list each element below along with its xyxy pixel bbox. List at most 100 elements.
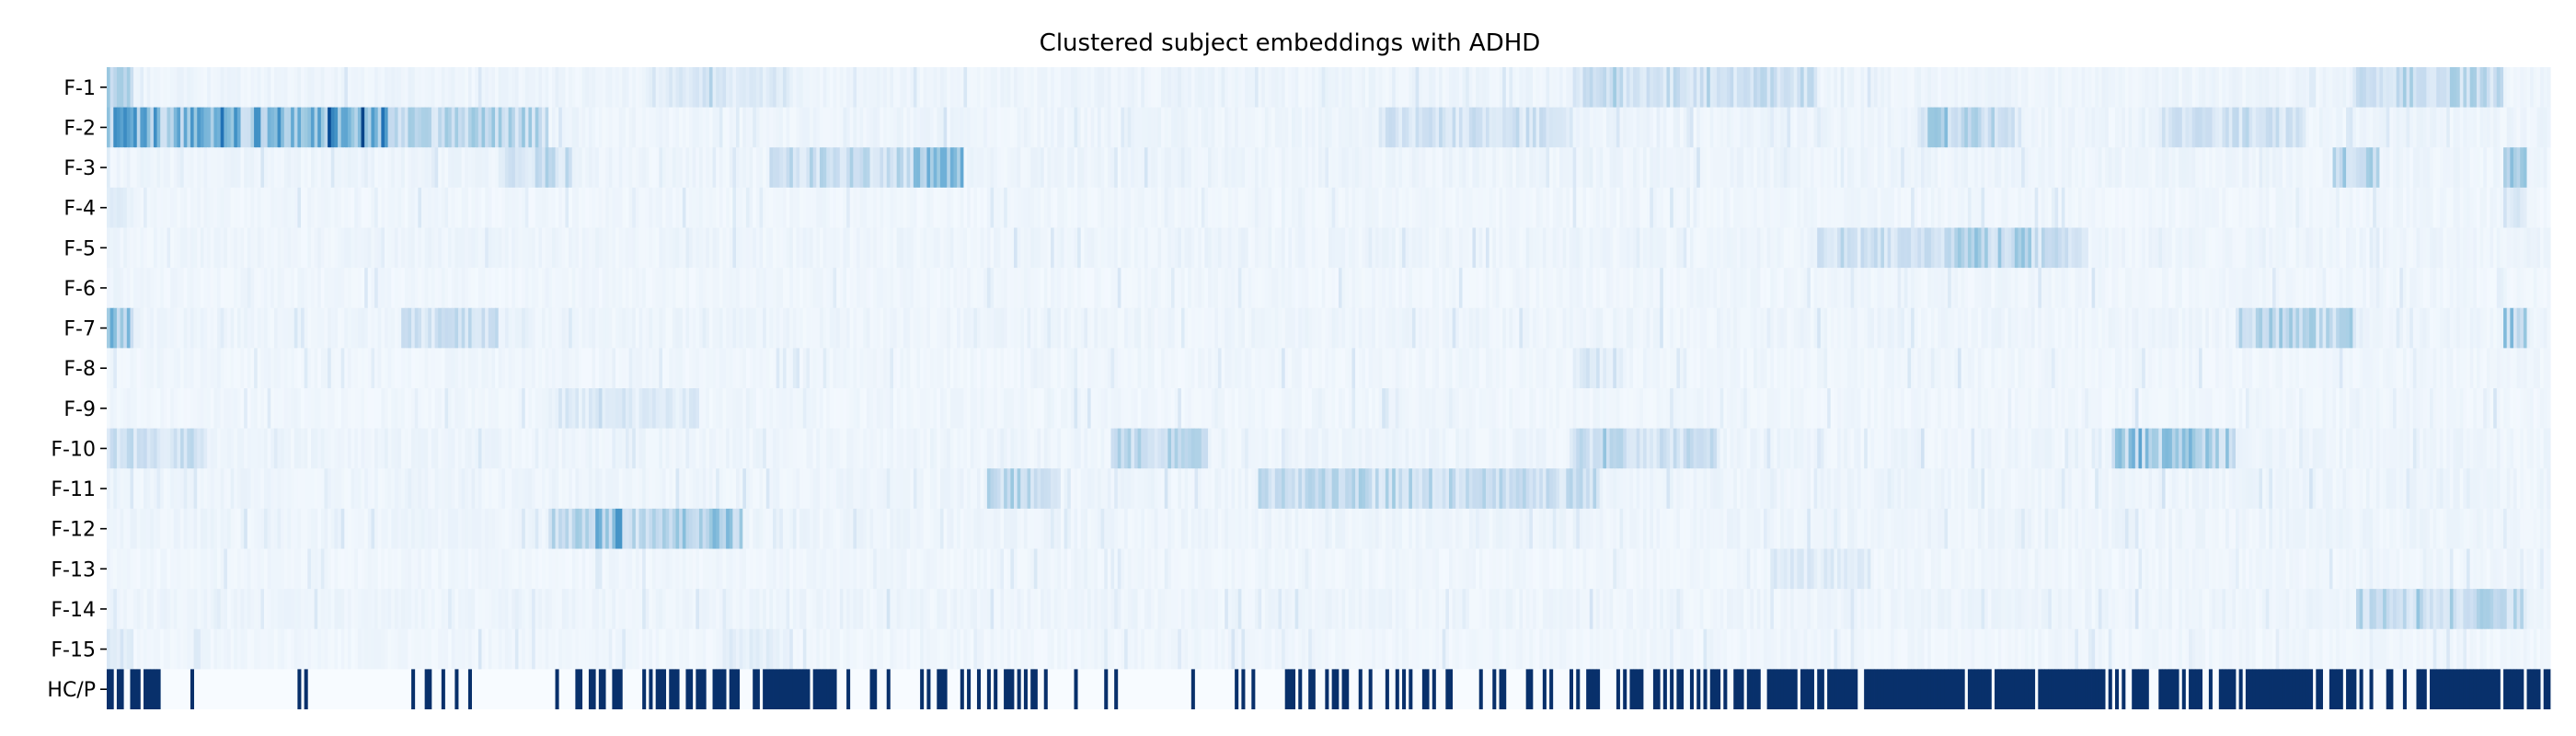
heatmap-cell <box>739 147 743 189</box>
heatmap-cell <box>2222 227 2226 269</box>
heatmap-cell <box>612 307 616 349</box>
heatmap-cell <box>1094 227 1098 269</box>
heatmap-cell <box>491 67 496 109</box>
heatmap-cell <box>1411 268 1417 309</box>
heatmap-cell <box>1374 268 1380 309</box>
heatmap-cell <box>2369 67 2374 109</box>
heatmap-cell <box>1405 227 1409 269</box>
heatmap-cell <box>692 307 696 349</box>
heatmap-cell <box>1883 147 1889 189</box>
heatmap-cell <box>2490 187 2494 228</box>
heatmap-cell <box>2269 268 2273 309</box>
heatmap-cell <box>1981 187 1985 228</box>
heatmap-cell <box>1291 187 1296 228</box>
heatmap-cell <box>2181 67 2187 109</box>
heatmap-cell <box>1298 307 1303 349</box>
heatmap-cell <box>1264 107 1270 148</box>
heatmap-cell <box>980 107 984 148</box>
heatmap-cell <box>1576 187 1581 228</box>
heatmap-cell <box>123 268 128 309</box>
heatmap-cell <box>1680 307 1685 349</box>
heatmap-cell <box>1887 187 1892 228</box>
heatmap-cell <box>236 268 242 309</box>
heatmap-cell <box>675 147 680 189</box>
heatmap-cell <box>364 187 369 228</box>
heatmap-cell <box>2352 187 2357 228</box>
heatmap-cell <box>130 107 134 148</box>
heatmap-cell <box>408 227 412 269</box>
heatmap-cell <box>2148 227 2153 269</box>
heatmap-cell <box>2007 307 2012 349</box>
heatmap-cell <box>1733 268 1738 309</box>
heatmap-cell <box>1041 268 1045 309</box>
heatmap-cell <box>1837 268 1842 309</box>
heatmap-cell <box>802 67 808 109</box>
heatmap-cell <box>1425 107 1430 148</box>
heatmap-cell <box>1164 147 1168 189</box>
heatmap-cell <box>264 227 269 269</box>
heatmap-cell <box>1492 67 1497 109</box>
heatmap-cell <box>1141 107 1145 148</box>
heatmap-cell <box>1646 307 1650 349</box>
heatmap-cell <box>524 147 530 189</box>
heatmap-cell <box>1311 307 1317 349</box>
heatmap-cell <box>2031 187 2036 228</box>
heatmap-cell <box>2007 268 2012 309</box>
heatmap-cell <box>602 227 606 269</box>
heatmap-cell <box>2191 268 2196 309</box>
heatmap-cell <box>351 107 355 148</box>
heatmap-cell <box>2001 107 2006 148</box>
heatmap-cell <box>324 268 328 309</box>
heatmap-cell <box>2483 227 2488 269</box>
heatmap-cell <box>1803 187 1808 228</box>
heatmap-cell <box>1064 107 1068 148</box>
heatmap-cell <box>1368 268 1373 309</box>
heatmap-cell <box>1662 268 1668 309</box>
heatmap-cell <box>123 107 128 148</box>
heatmap-cell <box>1227 147 1233 189</box>
heatmap-cell <box>1877 307 1881 349</box>
heatmap-cell <box>1917 268 1922 309</box>
heatmap-cell <box>1529 107 1534 148</box>
heatmap-cell <box>2352 107 2357 148</box>
heatmap-cell <box>685 307 690 349</box>
heatmap-cell <box>1850 227 1855 269</box>
heatmap-cell <box>391 307 396 349</box>
heatmap-cell <box>2500 227 2504 269</box>
heatmap-cell <box>1358 227 1363 269</box>
heatmap-cell <box>628 107 633 148</box>
heatmap-cell <box>2014 307 2019 349</box>
heatmap-cell <box>819 187 824 228</box>
heatmap-cell <box>1646 187 1650 228</box>
heatmap-cell <box>1552 307 1558 349</box>
heatmap-cell <box>177 147 181 189</box>
heatmap-cell <box>126 107 132 148</box>
heatmap-cell <box>524 307 530 349</box>
heatmap-cell <box>203 187 208 228</box>
heatmap-cell <box>391 147 396 189</box>
heatmap-cell <box>1448 268 1454 309</box>
heatmap-cell <box>1080 268 1085 309</box>
heatmap-cell <box>696 227 700 269</box>
heatmap-cell <box>213 307 218 349</box>
heatmap-cell <box>1097 147 1102 189</box>
heatmap-cell <box>512 187 516 228</box>
heatmap-cell <box>1198 147 1202 189</box>
heatmap-cell <box>1652 147 1658 189</box>
heatmap-cell <box>1476 67 1480 109</box>
heatmap-cell <box>2098 268 2103 309</box>
heatmap-cell <box>1318 147 1323 189</box>
heatmap-cell <box>1676 67 1681 109</box>
heatmap-cell <box>1070 307 1075 349</box>
heatmap-cell <box>2332 268 2337 309</box>
heatmap-cell <box>1455 307 1460 349</box>
heatmap-cell <box>876 107 881 148</box>
heatmap-cell <box>1827 307 1832 349</box>
heatmap-cell <box>2054 187 2059 228</box>
heatmap-cell <box>930 67 935 109</box>
heatmap-cell <box>558 107 563 148</box>
heatmap-cell <box>618 67 623 109</box>
heatmap-cell <box>1924 187 1928 228</box>
heatmap-cell <box>1151 307 1156 349</box>
heatmap-cell <box>1948 227 1952 269</box>
